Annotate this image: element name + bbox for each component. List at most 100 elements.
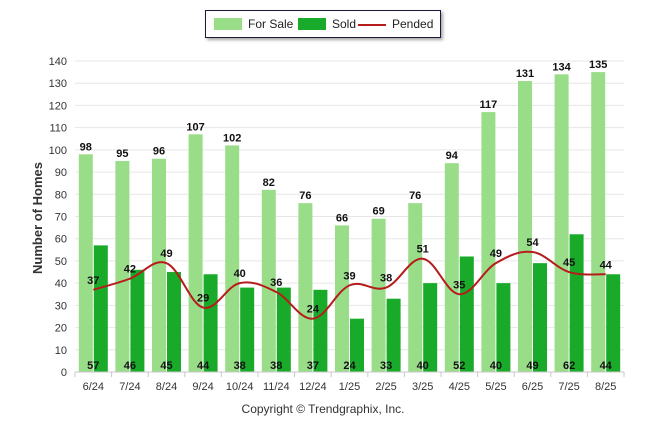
label-sold: 38: [234, 360, 246, 372]
label-pended: 51: [417, 244, 429, 256]
x-tick-label: 6/25: [522, 381, 543, 393]
label-sold: 37: [307, 360, 319, 372]
x-tick-label: 8/24: [156, 381, 177, 393]
y-tick-label: 100: [49, 145, 67, 157]
y-tick-label: 80: [55, 189, 67, 201]
x-tick-label: 7/25: [558, 381, 579, 393]
label-for-sale: 96: [153, 146, 165, 158]
bar-for-sale[interactable]: [481, 112, 496, 372]
gridlines: [75, 60, 624, 373]
label-sold: 33: [380, 360, 392, 372]
y-tick-label: 60: [55, 234, 67, 246]
label-sold: 49: [526, 360, 538, 372]
y-tick-label: 20: [55, 323, 67, 335]
label-sold: 57: [87, 360, 99, 372]
label-pended: 29: [197, 293, 209, 305]
label-for-sale: 95: [116, 148, 128, 160]
bar-sold[interactable]: [93, 245, 108, 372]
bar-for-sale[interactable]: [152, 158, 166, 372]
x-tick-label: 12/24: [299, 381, 327, 393]
bar-sold[interactable]: [386, 298, 401, 372]
bar-for-sale[interactable]: [188, 134, 203, 372]
bar-for-sale[interactable]: [408, 203, 423, 372]
y-tick-label: 10: [55, 345, 67, 357]
x-tick-label: 4/25: [449, 381, 470, 393]
bar-sold[interactable]: [313, 289, 328, 372]
data-labels: 98 57 95 46 96 45 107 44 102 38 82 38 76 37 66 24 69 33 76…: [80, 59, 613, 372]
x-tick-label: 9/24: [192, 381, 213, 393]
label-pended: 54: [526, 237, 539, 249]
bar-for-sale[interactable]: [518, 80, 532, 372]
bar-sold[interactable]: [569, 234, 584, 372]
bar-for-sale[interactable]: [298, 203, 313, 372]
label-for-sale: 134: [552, 61, 571, 73]
y-tick-label: 140: [49, 56, 67, 68]
x-tick-label: 5/25: [485, 381, 506, 393]
bar-for-sale[interactable]: [335, 225, 349, 372]
bar-sold[interactable]: [459, 256, 474, 372]
y-tick-label: 70: [55, 212, 67, 224]
label-for-sale: 98: [80, 141, 92, 153]
pended-line-path[interactable]: [93, 250, 606, 320]
label-for-sale: 94: [446, 150, 459, 162]
bar-for-sale[interactable]: [115, 160, 130, 372]
legend-label-sold: Sold: [332, 17, 357, 31]
legend-swatch-for-sale: [214, 18, 242, 30]
label-pended: 40: [234, 268, 246, 280]
bars: [78, 72, 621, 372]
bar-for-sale[interactable]: [591, 72, 606, 372]
bar-for-sale[interactable]: [444, 163, 459, 372]
bar-sold[interactable]: [606, 274, 621, 372]
bar-for-sale[interactable]: [554, 74, 569, 372]
x-tick-label: 11/24: [263, 381, 290, 393]
label-pended: 45: [563, 257, 575, 269]
label-sold: 44: [600, 360, 613, 372]
label-pended: 44: [600, 259, 613, 271]
x-tick-label: 1/25: [339, 381, 360, 393]
label-pended: 36: [270, 277, 282, 289]
label-sold: 40: [417, 360, 429, 372]
legend-swatch-pended: [358, 24, 386, 26]
legend-label-pended: Pended: [392, 17, 434, 31]
label-pended: 49: [160, 248, 172, 260]
y-tick-label: 0: [61, 367, 67, 379]
bar-sold[interactable]: [276, 287, 291, 372]
label-sold: 62: [563, 360, 575, 372]
label-for-sale: 76: [409, 190, 421, 202]
label-for-sale: 135: [589, 59, 607, 71]
bar-sold[interactable]: [423, 283, 438, 372]
bar-for-sale[interactable]: [371, 218, 386, 372]
bar-for-sale[interactable]: [225, 145, 240, 372]
bar-for-sale[interactable]: [261, 189, 276, 372]
label-for-sale: 69: [372, 206, 384, 218]
label-pended: 38: [380, 273, 392, 285]
axes: 0 10 20 30 40 50 60 70 80 90 100 110 120 130 140 6/24 7/…: [49, 56, 625, 393]
copyright-text: Copyright © Trendgraphix, Inc.: [241, 402, 405, 416]
y-tick-label: 40: [55, 278, 67, 290]
bar-sold[interactable]: [533, 263, 547, 372]
bar-sold[interactable]: [496, 283, 511, 372]
bar-sold[interactable]: [130, 269, 145, 372]
label-for-sale: 107: [186, 121, 204, 133]
x-tick-label: 10/24: [226, 381, 254, 393]
pended-line: [93, 250, 606, 320]
label-sold: 46: [124, 360, 136, 372]
label-for-sale: 76: [299, 190, 311, 202]
bar-sold[interactable]: [240, 287, 255, 372]
label-pended: 49: [490, 248, 502, 260]
label-sold: 38: [270, 360, 282, 372]
label-for-sale: 66: [336, 212, 348, 224]
bar-sold[interactable]: [167, 272, 181, 372]
x-tick-label: 3/25: [412, 381, 433, 393]
bar-sold[interactable]: [350, 318, 364, 372]
x-tick-label: 6/24: [83, 381, 104, 393]
label-for-sale: 82: [263, 177, 275, 189]
bar-sold[interactable]: [203, 274, 218, 372]
x-tick-label: 8/25: [595, 381, 616, 393]
y-axis-label: Number of Homes: [30, 162, 45, 274]
bar-for-sale[interactable]: [78, 154, 93, 372]
label-sold: 45: [160, 360, 172, 372]
label-sold: 24: [343, 360, 356, 372]
y-tick-label: 30: [55, 300, 67, 312]
